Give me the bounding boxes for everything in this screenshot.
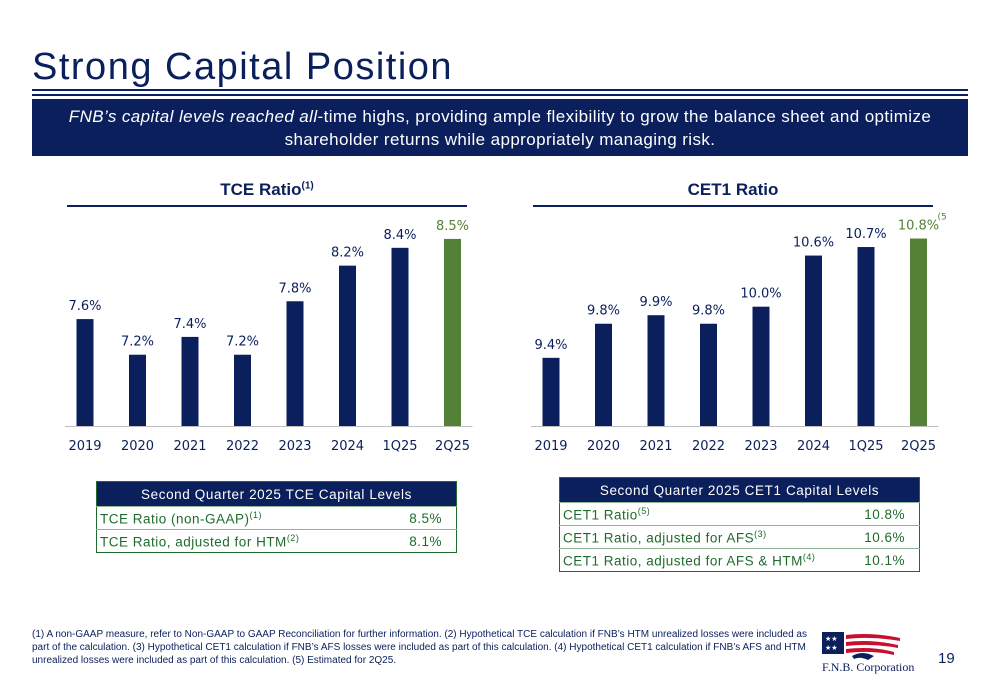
cet1-chart-title: CET1 Ratio	[533, 180, 933, 200]
tce-x-tick-2024: 2024	[331, 439, 364, 454]
table-row: CET1 Ratio, adjusted for AFS(3) 10.6%	[559, 525, 920, 549]
cet1-chart-underline	[533, 205, 933, 207]
cet1-row-label: CET1 Ratio, adjusted for AFS & HTM(4)	[559, 548, 854, 572]
tce-x-tick-2019: 2019	[68, 439, 101, 454]
svg-text:★★: ★★	[825, 644, 838, 652]
tce-row-value: 8.1%	[385, 529, 457, 553]
svg-text:★★: ★★	[825, 635, 838, 643]
cet1-data-label-2024: 10.6%	[793, 236, 834, 251]
page-title: Strong Capital Position	[32, 46, 454, 88]
cet1-data-label-1Q25: 10.7%	[845, 227, 886, 242]
tce-bar-2024	[339, 265, 356, 426]
cet1-x-tick-2Q25: 2Q25	[901, 439, 936, 454]
tce-chart-underline	[67, 205, 467, 207]
tce-data-label-2023: 7.8%	[278, 281, 311, 296]
footnotes: (1) A non-GAAP measure, refer to Non-GAA…	[32, 629, 807, 666]
tce-data-label-2Q25: 8.5%	[436, 219, 469, 234]
tce-chart-title-sup: (1)	[301, 180, 314, 192]
tce-bar-2023	[286, 301, 304, 426]
cet1-x-tick-2020: 2020	[587, 439, 620, 454]
cet1-data-label-sup: (5)	[938, 213, 947, 223]
cet1-bar-2021	[647, 315, 665, 426]
cet1-data-label-2022: 9.8%	[692, 304, 725, 319]
cet1-bar-2023	[752, 306, 770, 426]
cet1-bar-2022	[700, 323, 717, 426]
cet1-x-tick-2019: 2019	[534, 439, 567, 454]
tce-ratio-chart: 7.6% 2019 7.2% 2020 7.4% 2021 7.2% 2022 7.8% 2023…	[65, 219, 473, 454]
tce-row-label: TCE Ratio (non-GAAP)(1)	[96, 506, 386, 530]
tce-x-tick-2023: 2023	[278, 439, 311, 454]
cet1-bar-2019	[542, 357, 560, 426]
tce-table-header: Second Quarter 2025 TCE Capital Levels	[96, 481, 457, 507]
table-row: CET1 Ratio(5) 10.8%	[559, 502, 920, 526]
tce-data-label-2021: 7.4%	[173, 317, 206, 332]
tce-bar-2021	[181, 336, 199, 426]
tce-row-label: TCE Ratio, adjusted for HTM(2)	[96, 529, 386, 553]
cet1-data-label-2020: 9.8%	[587, 304, 620, 319]
cet1-bar-2Q25	[910, 238, 927, 426]
tce-x-tick-2021: 2021	[173, 439, 206, 454]
tce-bar-2019	[76, 319, 94, 426]
table-row: TCE Ratio, adjusted for HTM(2) 8.1%	[96, 529, 457, 553]
tce-chart-title-text: TCE Ratio	[220, 180, 302, 199]
tce-bar-1Q25	[391, 247, 409, 426]
cet1-bar-2020	[595, 323, 612, 426]
fnb-logo-text: F.N.B. Corporation	[822, 660, 915, 674]
table-row: CET1 Ratio, adjusted for AFS & HTM(4) 10…	[559, 548, 920, 572]
cet1-chart-title-text: CET1 Ratio	[687, 180, 779, 199]
cet1-data-label-2019: 9.4%	[534, 338, 567, 353]
tce-bar-2022	[234, 354, 251, 426]
cet1-capital-table: Second Quarter 2025 CET1 Capital Levels …	[559, 477, 920, 572]
tce-data-label-2024: 8.2%	[331, 246, 364, 261]
cet1-row-value: 10.8%	[853, 502, 920, 526]
cet1-x-tick-2024: 2024	[797, 439, 830, 454]
cet1-row-value: 10.6%	[853, 525, 920, 549]
tce-x-tick-2Q25: 2Q25	[435, 439, 470, 454]
title-rule-top	[32, 89, 968, 91]
cet1-x-tick-1Q25: 1Q25	[848, 439, 883, 454]
tce-data-label-2019: 7.6%	[68, 299, 101, 314]
cet1-x-tick-2023: 2023	[744, 439, 777, 454]
cet1-table-header: Second Quarter 2025 CET1 Capital Levels	[559, 477, 920, 503]
tce-x-tick-2022: 2022	[226, 439, 259, 454]
cet1-data-label-2023: 10.0%	[740, 287, 781, 302]
cet1-ratio-chart: 9.4% 2019 9.8% 2020 9.9% 2021 9.8% 2022 10.0% 202…	[531, 213, 947, 454]
tce-data-label-2020: 7.2%	[121, 335, 154, 350]
tce-bar-2020	[129, 354, 146, 426]
tce-data-label-1Q25: 8.4%	[383, 228, 416, 243]
banner-text: -time highs, providing ample flexibility…	[284, 107, 932, 149]
tce-x-tick-2020: 2020	[121, 439, 154, 454]
page-number: 19	[938, 650, 955, 667]
title-rule-bottom	[32, 94, 968, 96]
cet1-x-tick-2022: 2022	[692, 439, 725, 454]
cet1-row-label: CET1 Ratio, adjusted for AFS(3)	[559, 525, 854, 549]
fnb-logo-icon: ★★ ★★	[822, 632, 900, 660]
cet1-bar-1Q25	[857, 247, 875, 426]
summary-banner: FNB’s capital levels reached all-time hi…	[32, 99, 968, 156]
tce-data-label-2022: 7.2%	[226, 335, 259, 350]
tce-bar-2Q25	[444, 238, 461, 426]
cet1-bar-2024	[805, 255, 822, 426]
cet1-data-label-2Q25: 10.8%	[898, 219, 939, 234]
cet1-row-label: CET1 Ratio(5)	[559, 502, 854, 526]
tce-capital-table: Second Quarter 2025 TCE Capital Levels T…	[96, 481, 457, 553]
cet1-x-tick-2021: 2021	[639, 439, 672, 454]
table-row: TCE Ratio (non-GAAP)(1) 8.5%	[96, 506, 457, 530]
banner-italic-text: FNB’s capital levels reached all	[68, 107, 318, 126]
tce-chart-title: TCE Ratio(1)	[67, 180, 467, 200]
cet1-row-value: 10.1%	[853, 548, 920, 572]
cet1-data-label-2021: 9.9%	[639, 295, 672, 310]
tce-x-tick-1Q25: 1Q25	[382, 439, 417, 454]
tce-row-value: 8.5%	[385, 506, 457, 530]
